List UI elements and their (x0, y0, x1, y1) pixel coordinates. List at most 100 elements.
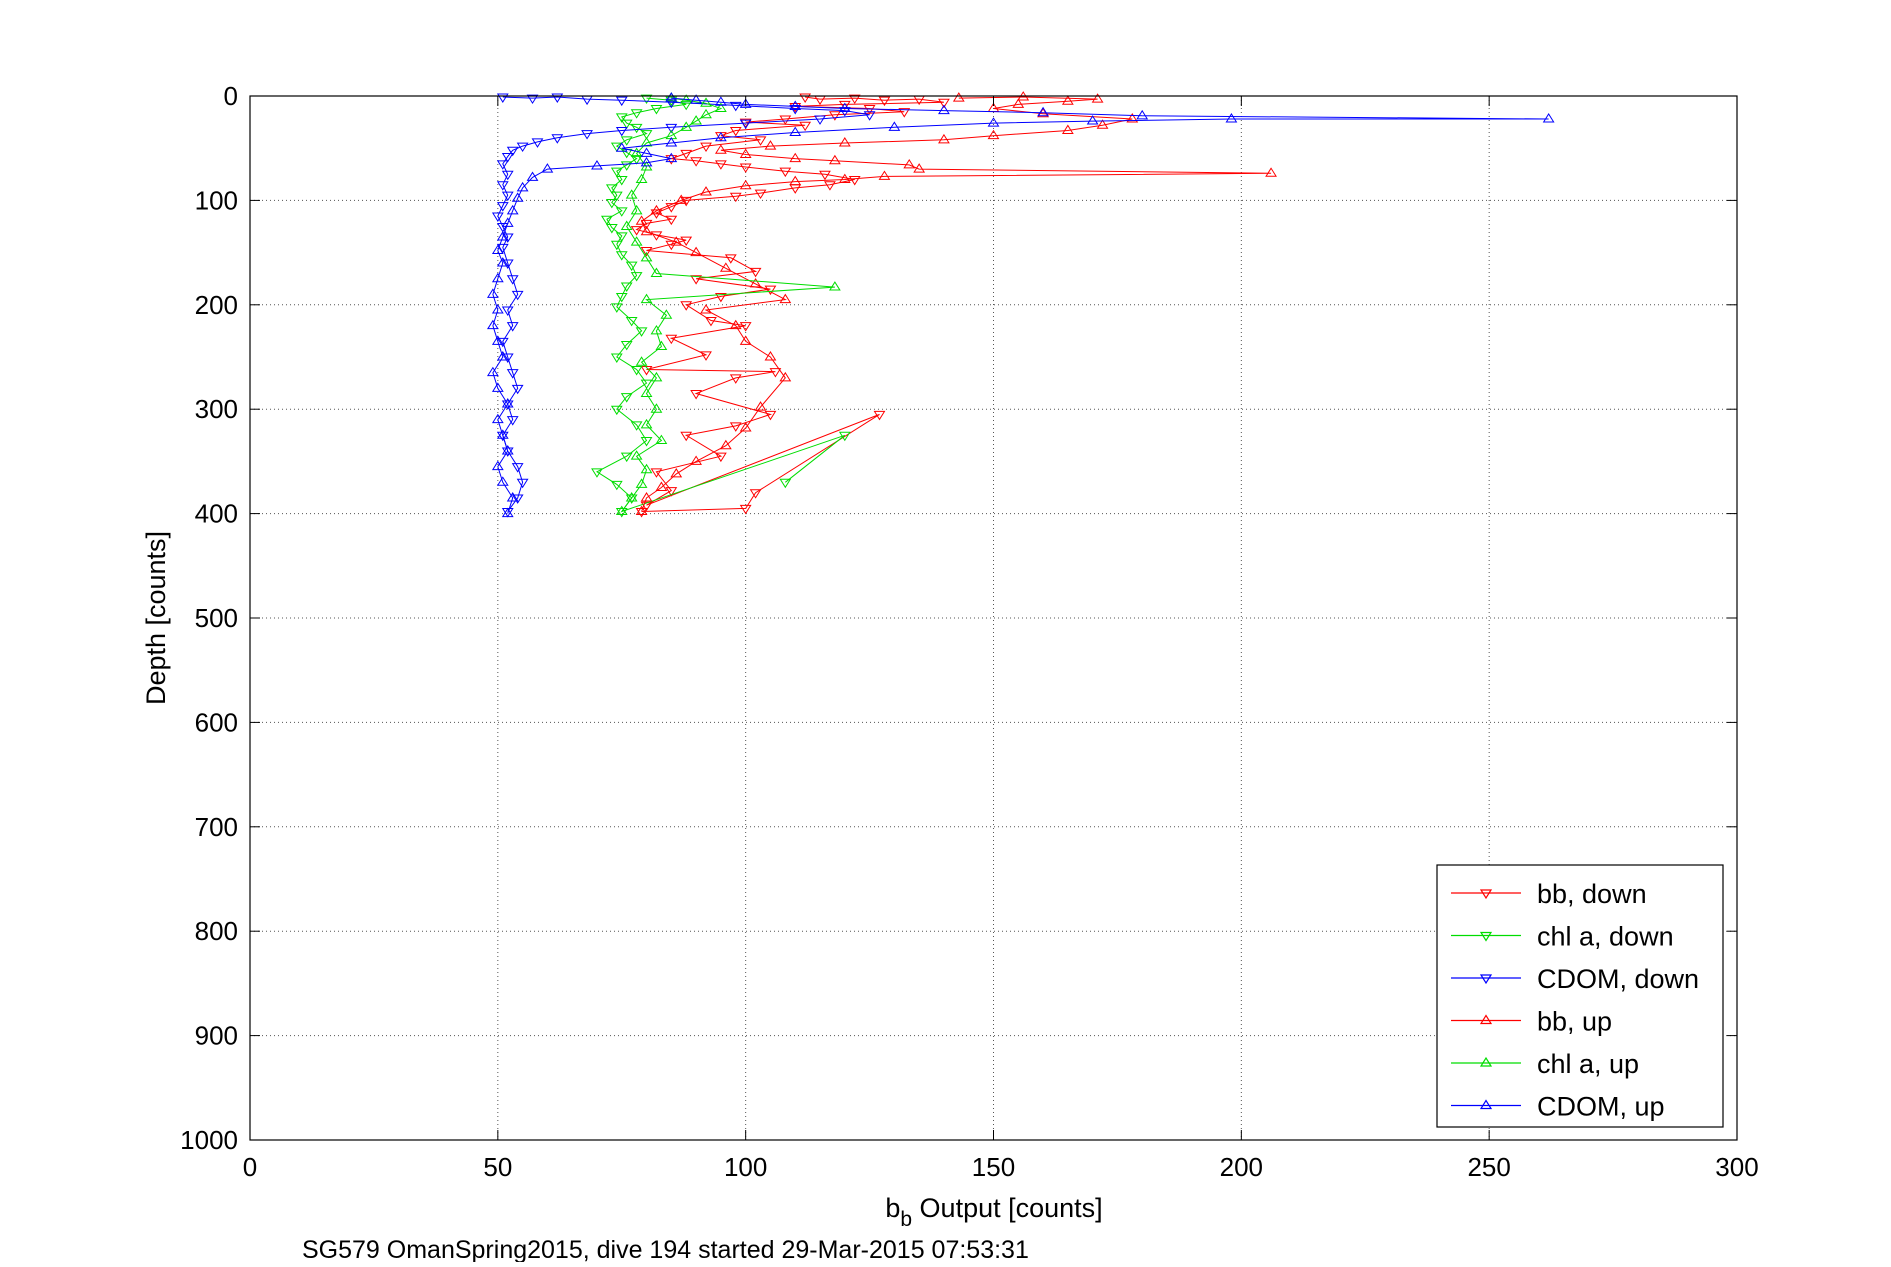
data-point (739, 148, 752, 158)
data-point (680, 236, 693, 247)
series-bb-up (635, 91, 1277, 516)
data-point (501, 259, 514, 269)
data-point (680, 121, 693, 131)
data-point (779, 293, 792, 304)
data-point (938, 133, 950, 144)
legend-marker (1479, 1099, 1493, 1110)
data-point (690, 390, 703, 400)
data-point (501, 507, 514, 518)
data-point (863, 111, 876, 121)
data-point (501, 445, 514, 455)
x-tick-label: 150 (972, 1152, 1015, 1182)
data-point (898, 108, 911, 118)
x-axis-label: bb Output [counts] (885, 1193, 1102, 1231)
data-point (650, 267, 663, 277)
x-tick-label: 50 (483, 1152, 512, 1182)
data-point (779, 115, 792, 125)
data-point (501, 353, 514, 363)
data-point (690, 115, 703, 125)
data-point (665, 334, 678, 345)
data-point (680, 100, 693, 111)
data-point (888, 121, 901, 131)
data-point (630, 450, 643, 460)
data-point (680, 196, 693, 207)
data-point (769, 368, 782, 378)
data-point (630, 421, 643, 431)
data-point (719, 439, 732, 450)
data-point (620, 393, 633, 403)
data-point (630, 109, 643, 119)
data-point (1225, 113, 1238, 123)
data-point (615, 232, 628, 242)
data-point (665, 92, 678, 102)
data-point (516, 142, 529, 153)
data-point (491, 382, 504, 392)
x-axis-label-subscript: b (900, 1208, 912, 1231)
data-point (670, 467, 683, 478)
data-point (486, 288, 499, 298)
data-point (496, 181, 509, 191)
series-cdom-down (491, 93, 876, 518)
data-point (754, 401, 767, 411)
data-point (670, 236, 683, 246)
data-point (635, 356, 648, 366)
data-point (640, 418, 653, 429)
data-point (739, 163, 752, 173)
data-point (828, 281, 841, 291)
data-point (665, 137, 678, 147)
data-point (640, 251, 653, 262)
data-point (739, 119, 752, 130)
data-point (838, 173, 851, 184)
data-point (714, 144, 727, 154)
data-point (496, 160, 509, 170)
data-point (640, 387, 653, 398)
data-point (635, 327, 648, 337)
data-point (719, 262, 732, 272)
data-point (491, 335, 504, 345)
data-point (491, 244, 504, 255)
data-point (610, 480, 623, 491)
data-point (506, 275, 519, 285)
data-point (814, 115, 826, 125)
data-point (511, 384, 524, 395)
data-point (496, 202, 509, 212)
data-point (714, 131, 727, 142)
data-point (1265, 167, 1277, 177)
data-point (511, 494, 524, 504)
data-point (650, 403, 663, 413)
legend-marker (1479, 1014, 1493, 1025)
data-point (541, 163, 554, 173)
y-tick-label: 400 (195, 499, 238, 529)
data-point (615, 113, 628, 123)
data-point (650, 468, 663, 478)
data-point (620, 136, 633, 146)
x-tick-label: 300 (1715, 1152, 1758, 1182)
legend: bb, down chl a, down CDOM, down bb, up chl a… (1436, 864, 1724, 1128)
series-line (596, 97, 846, 513)
data-point (650, 204, 663, 215)
series-cdom-up (486, 92, 1555, 518)
legend-label: CDOM, down (1537, 964, 1699, 994)
data-point (501, 153, 514, 163)
legend-marker (1479, 1056, 1493, 1067)
series-line (640, 96, 1272, 512)
data-point (1091, 93, 1104, 103)
data-point (789, 100, 802, 110)
data-point (714, 452, 727, 463)
data-point (486, 319, 499, 330)
data-point (1061, 95, 1074, 105)
y-tick-label: 800 (195, 916, 238, 946)
data-point (615, 142, 628, 152)
data-point (491, 460, 504, 471)
data-point (630, 226, 643, 236)
legend-marker (1479, 931, 1493, 942)
data-point (635, 478, 648, 488)
data-point (610, 405, 623, 416)
data-point (640, 225, 653, 236)
data-point (630, 204, 643, 215)
data-point (625, 494, 638, 504)
data-point (506, 491, 519, 502)
data-point (680, 431, 693, 442)
data-point (700, 186, 712, 196)
series-line (492, 97, 1549, 514)
